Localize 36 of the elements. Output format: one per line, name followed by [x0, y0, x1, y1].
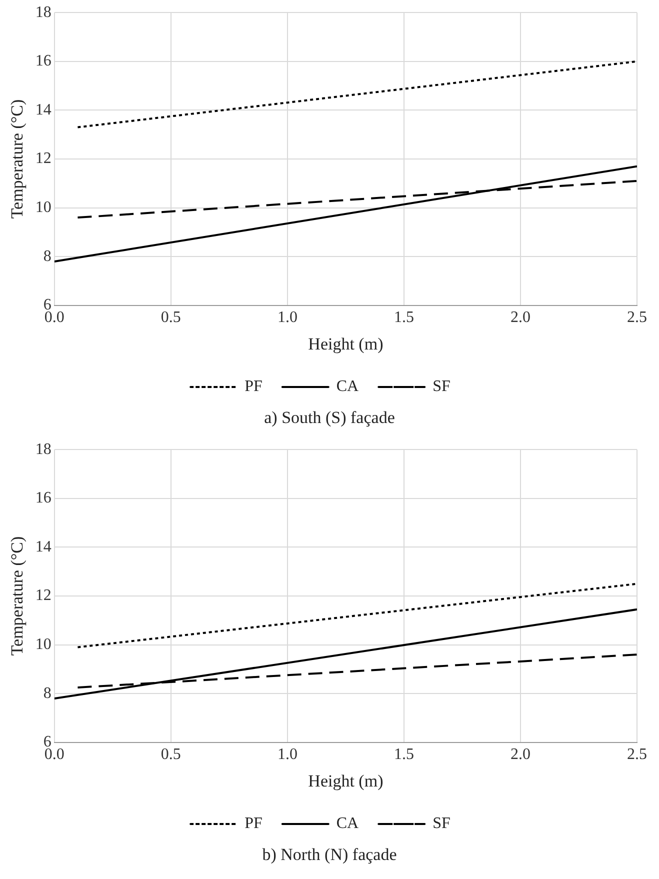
x-axis-title: Height (m) [308, 771, 384, 790]
y-axis-title: Temperature (°C) [8, 99, 27, 219]
x-tick-label: 1.0 [277, 309, 298, 326]
legend-label: CA [336, 815, 360, 832]
y-tick-label: 14 [35, 538, 52, 556]
y-tick-label: 8 [43, 248, 52, 265]
y-axis-title: Temperature (°C) [8, 536, 27, 656]
y-tick-label: 16 [35, 52, 52, 70]
y-tick-label: 10 [35, 636, 52, 654]
x-tick-label: 1.0 [277, 746, 298, 764]
x-tick-label: 0.5 [160, 309, 181, 326]
y-tick-label: 12 [35, 587, 52, 604]
x-tick-label: 0.5 [160, 746, 181, 764]
y-tick-label: 14 [35, 101, 52, 118]
legend-label: SF [432, 378, 451, 396]
legend-label: CA [336, 378, 360, 396]
legend-label: SF [432, 815, 451, 832]
x-tick-label: 1.5 [394, 746, 414, 764]
x-tick-label: 1.5 [394, 309, 414, 326]
x-axis-title: Height (m) [308, 334, 384, 354]
y-tick-label: 12 [35, 150, 52, 168]
x-tick-label: 2.0 [510, 746, 530, 764]
y-tick-label: 18 [35, 440, 52, 458]
y-tick-label: 8 [43, 684, 52, 702]
x-tick-label: 0.0 [44, 309, 64, 326]
y-tick-label: 18 [35, 4, 52, 21]
text: a) South (S) façade [263, 407, 396, 429]
x-tick-label: 2.5 [627, 746, 647, 764]
x-tick-label: 2.5 [627, 309, 647, 326]
legend-label: PF [244, 815, 262, 832]
x-tick-label: 0.0 [44, 746, 64, 764]
text: b) North (N) façade [261, 844, 398, 866]
x-tick-label: 2.0 [510, 309, 530, 326]
y-tick-label: 16 [35, 490, 52, 507]
legend-label: PF [244, 378, 262, 396]
y-tick-label: 10 [35, 199, 52, 216]
